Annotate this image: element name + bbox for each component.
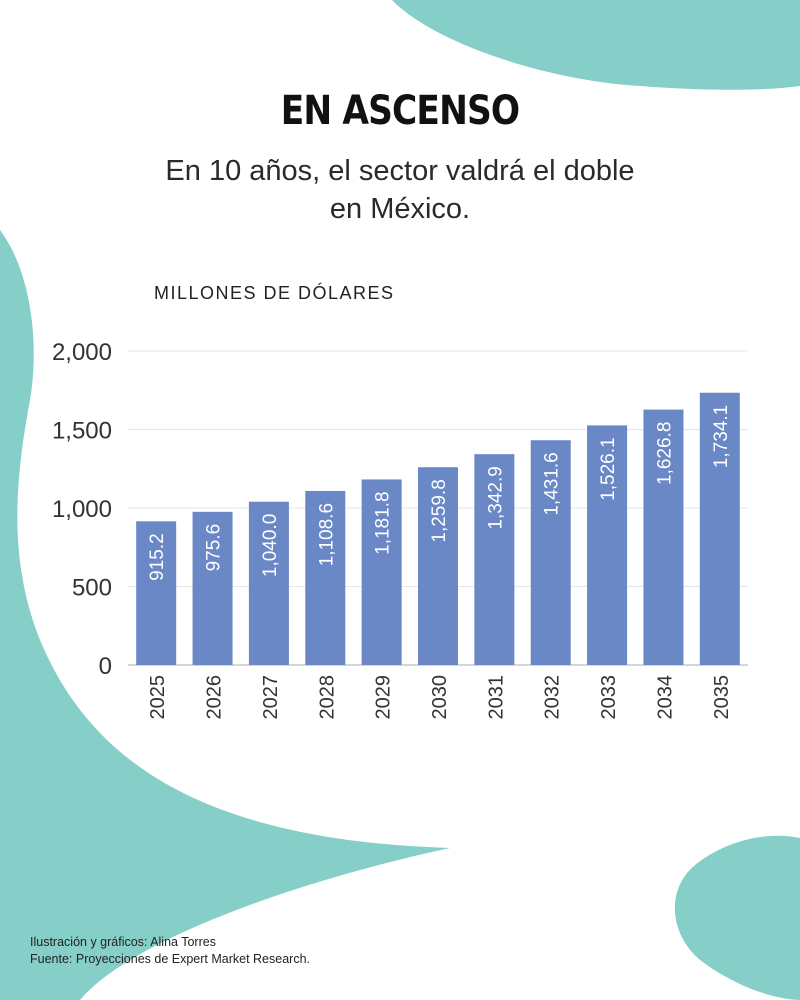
x-tick-label: 2028 <box>316 675 338 720</box>
x-tick-label: 2034 <box>654 675 676 720</box>
x-tick-label: 2031 <box>485 675 507 720</box>
y-tick-label: 500 <box>72 575 112 602</box>
bar-2033 <box>587 425 628 665</box>
bar-2035 <box>699 392 740 665</box>
x-tick-label: 2032 <box>542 675 564 720</box>
teal-blob-top-right <box>392 0 800 90</box>
bar-2032 <box>530 440 571 665</box>
bar-value-label: 1,108.6 <box>316 503 337 566</box>
x-tick-label: 2035 <box>711 675 733 720</box>
subtitle-line-1: En 10 años, el sector valdrá el doble <box>165 155 635 187</box>
bar-value-label: 915.2 <box>147 533 168 581</box>
labels-layer: 0 500 1,000 1,500 2,000 915.2 2025 975.6 2026 1,0… <box>52 339 733 720</box>
x-tick-label: 2026 <box>204 675 226 720</box>
x-tick-label: 2030 <box>429 675 451 720</box>
bar-value-label: 1,259.8 <box>429 479 450 542</box>
bar-2034 <box>643 409 684 665</box>
y-tick-label: 2,000 <box>52 339 112 366</box>
y-tick-label: 1,500 <box>52 418 112 445</box>
bar-value-label: 1,181.8 <box>373 491 394 554</box>
bar-value-label: 1,040.0 <box>260 514 281 577</box>
page-title: EN ASCENSO <box>280 88 520 134</box>
teal-blob-left <box>0 230 450 1000</box>
bar-value-label: 1,342.9 <box>485 466 506 529</box>
bars-layer <box>136 392 740 665</box>
credits: Ilustración y gráficos: Alina Torres Fue… <box>30 934 310 968</box>
x-tick-label: 2027 <box>260 675 282 720</box>
page-subtitle: En 10 años, el sector valdrá el doble en… <box>140 152 660 228</box>
y-tick-label: 1,000 <box>52 496 112 523</box>
teal-blob-bottom-right <box>674 835 800 1000</box>
x-tick-label: 2025 <box>147 675 169 720</box>
bar-2030 <box>418 467 458 665</box>
y-tick-label: 0 <box>99 653 112 680</box>
bar-value-label: 975.6 <box>204 524 225 572</box>
bar-value-label: 1,734.1 <box>711 405 732 468</box>
bar-value-label: 1,431.6 <box>542 452 563 515</box>
x-tick-label: 2029 <box>373 675 395 720</box>
subtitle-line-2: en México. <box>329 193 471 225</box>
credits-illustration: Ilustración y gráficos: Alina Torres <box>30 935 216 949</box>
bar-2027 <box>248 501 289 665</box>
x-tick-label: 2033 <box>598 675 620 720</box>
bar-2028 <box>305 490 346 665</box>
bar-2025 <box>136 521 177 665</box>
credits-source: Fuente: Proyecciones de Expert Market Re… <box>30 952 310 966</box>
y-axis-unit-label: MILLONES DE DÓLARES <box>154 283 395 303</box>
bar-value-label: 1,626.8 <box>654 422 675 485</box>
bar-2029 <box>361 479 402 665</box>
bar-2026 <box>192 511 233 665</box>
bar-value-label: 1,526.1 <box>598 437 619 500</box>
bar-2031 <box>474 454 515 665</box>
